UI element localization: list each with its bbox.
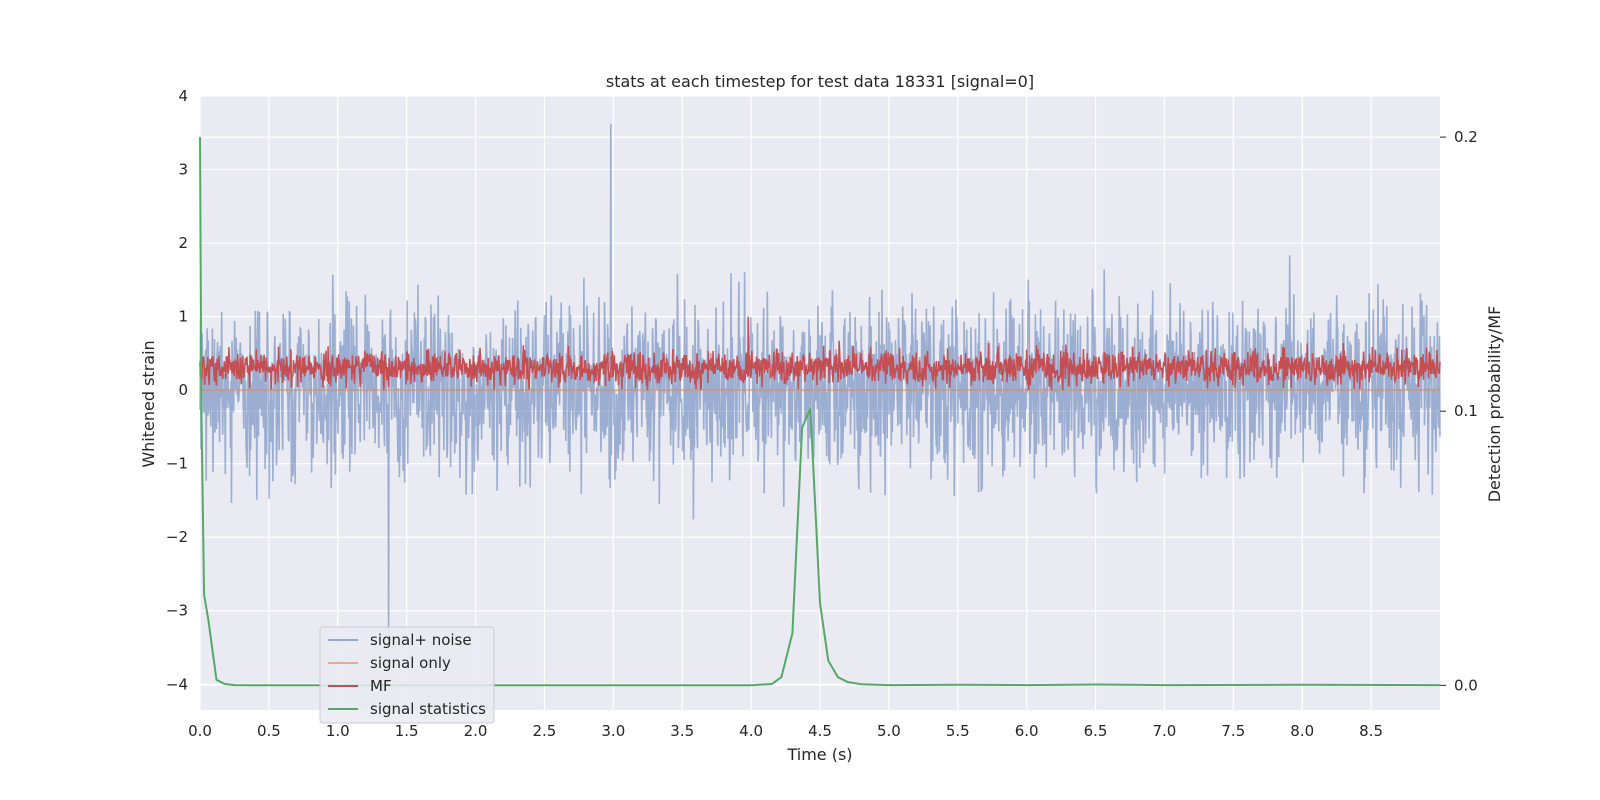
x-tick-label: 5.0 [877, 722, 901, 740]
x-tick-label: 4.0 [739, 722, 763, 740]
y-tick-label: 2 [178, 234, 188, 252]
y2-tick-label: 0.2 [1454, 128, 1478, 146]
y-tick-label: −3 [166, 602, 188, 620]
mf-series [199, 316, 1441, 391]
legend: signal+ noise signal only MF signal stat… [319, 626, 495, 724]
y-tick-label: 1 [178, 308, 188, 326]
y2-tick-label: 0.0 [1454, 676, 1478, 694]
legend-label-signal-noise: signal+ noise [370, 631, 472, 649]
signal-statistics-series [199, 137, 1441, 687]
x-tick-label: 2.0 [464, 722, 488, 740]
y-tick-label: 3 [178, 161, 188, 179]
x-tick-label: 2.5 [533, 722, 557, 740]
y2-axis-label: Detection probability/MF [1485, 306, 1504, 503]
axis-ticks: 0.0 0.5 1.0 1.5 2.0 2.5 3.0 3.5 4.0 4.5 5.0 5.5 6.0 6… [166, 87, 1478, 740]
x-tick-label: 5.5 [946, 722, 970, 740]
y-tick-label: −1 [166, 455, 188, 473]
y-tick-label: −4 [166, 675, 188, 693]
signal-statistics-line [199, 137, 1441, 687]
x-tick-label: 6.0 [1015, 722, 1039, 740]
legend-box [319, 626, 495, 724]
legend-label-signal-only: signal only [370, 654, 451, 672]
x-tick-label: 3.5 [670, 722, 694, 740]
x-tick-label: 4.5 [808, 722, 832, 740]
x-tick-label: 7.0 [1153, 722, 1177, 740]
mf-line [199, 316, 1441, 391]
y-tick-label: 4 [178, 87, 188, 105]
y-tick-label: 0 [178, 381, 188, 399]
x-tick-label: 8.5 [1359, 722, 1383, 740]
legend-label-signal-statistics: signal statistics [370, 700, 486, 718]
y2-tick-label: 0.1 [1454, 402, 1478, 420]
x-tick-label: 3.0 [601, 722, 625, 740]
x-tick-label: 0.5 [257, 722, 281, 740]
x-tick-label: 8.0 [1290, 722, 1314, 740]
x-tick-label: 7.5 [1221, 722, 1245, 740]
legend-label-mf: MF [370, 677, 392, 695]
y-tick-label: −2 [166, 528, 188, 546]
x-axis-label: Time (s) [786, 745, 852, 764]
x-tick-label: 1.0 [326, 722, 350, 740]
x-tick-label: 6.5 [1084, 722, 1108, 740]
chart-title: stats at each timestep for test data 183… [606, 72, 1034, 91]
x-tick-label: 1.5 [395, 722, 419, 740]
y-axis-label: Whitened strain [139, 340, 158, 467]
x-tick-label: 0.0 [188, 722, 212, 740]
